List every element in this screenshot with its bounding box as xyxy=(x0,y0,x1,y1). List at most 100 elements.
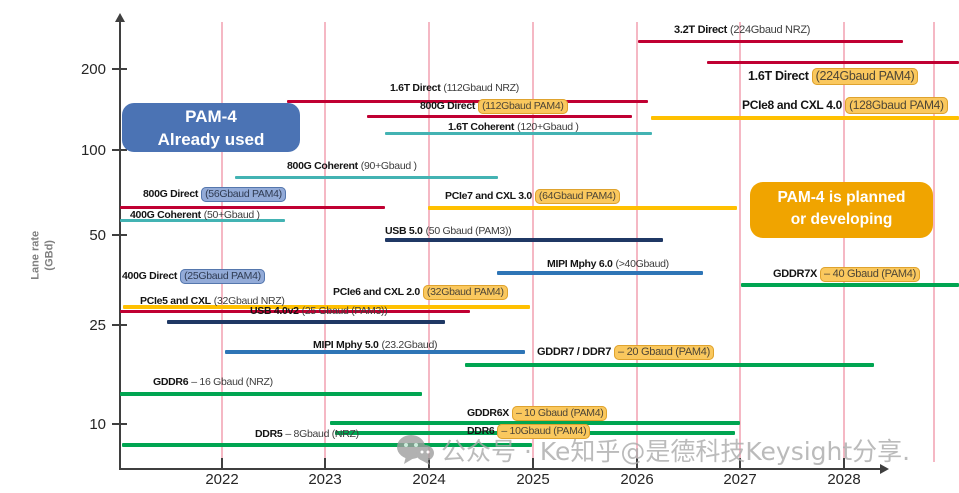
timeline-bar-gddr7_ddr7 xyxy=(465,363,874,367)
timeline-bar-ddr5 xyxy=(122,443,532,447)
bar-label-name: 800G Direct xyxy=(143,188,199,200)
annotation-pam4-planned: PAM-4 is planned or developing xyxy=(750,182,933,238)
bar-label-spec-highlighted: (112Gbaud PAM4) xyxy=(478,99,568,114)
y-tick-label: 50 xyxy=(89,227,106,244)
y-tick-label: 10 xyxy=(89,416,106,433)
bar-label-1_6t_coherent: 1.6T Coherent (120+Gbaud ) xyxy=(448,121,579,133)
bar-label-3_2t_direct_nrz: 3.2T Direct (224Gbaud NRZ) xyxy=(674,24,810,37)
bar-label-name: 400G Direct xyxy=(122,270,178,282)
y-axis-line xyxy=(119,22,121,469)
bar-label-1_6t_direct_nrz: 1.6T Direct (112Gbaud NRZ) xyxy=(390,82,519,94)
timeline-bar-mipi_mphy_6_0 xyxy=(497,271,703,275)
y-tick xyxy=(112,149,127,151)
timeline-bar-pcie7_cxl30 xyxy=(428,206,737,210)
bar-label-800g_direct_56: 800G Direct (56Gbaud PAM4) xyxy=(143,187,286,202)
timeline-bar-400g_direct_25 xyxy=(120,309,470,313)
x-tick xyxy=(532,458,534,469)
wechat-icon xyxy=(397,435,434,465)
bar-label-ddr6: DDR6– 10Gbaud (PAM4) xyxy=(467,424,591,439)
bar-label-800g_coherent: 800G Coherent (90+Gbaud ) xyxy=(287,160,417,172)
bar-label-spec: (90+Gbaud ) xyxy=(360,160,417,172)
timeline-bar-400g_coherent xyxy=(120,218,285,222)
bar-label-pcie8_cxl40: PCIe8 and CXL 4.0 (128Gbaud PAM4) xyxy=(742,97,948,114)
x-tick-label: 2023 xyxy=(308,471,342,488)
bar-label-name: GDDR6 xyxy=(153,376,189,388)
bar-label-spec: (>40Gbaud) xyxy=(615,258,670,270)
bar-label-name: 800G Coherent xyxy=(287,160,358,172)
timeline-bar-800g_direct_pam4 xyxy=(367,114,632,118)
y-tick-label: 25 xyxy=(89,317,106,334)
timeline-bar-1_6t_direct_pam4 xyxy=(707,60,959,64)
year-gridline xyxy=(324,22,326,462)
bar-label-name: 1.6T Direct xyxy=(390,82,441,94)
bar-label-name: GDDR6X xyxy=(467,407,509,419)
bar-label-mipi_mphy_5_0: MIPI Mphy 5.0 (23.2Gbaud) xyxy=(313,339,437,351)
bar-label-name: PCIe5 and CXL xyxy=(140,295,211,307)
x-tick-label: 2027 xyxy=(723,471,757,488)
year-gridline xyxy=(933,22,935,462)
bar-label-name: PCIe7 and CXL 3.0 xyxy=(445,190,532,202)
bar-label-name: PCIe8 and CXL 4.0 xyxy=(742,98,843,112)
bar-label-spec-highlighted: – 10 Gbaud (PAM4) xyxy=(511,406,608,421)
bar-label-name: PCIe6 and CXL 2.0 xyxy=(333,286,420,298)
x-tick-label: 2022 xyxy=(205,471,239,488)
x-tick-label: 2028 xyxy=(827,471,861,488)
bar-label-spec: (25 Gbaud (PAM3)) xyxy=(301,305,388,317)
watermark: 公众号 · Ke知乎@是德科技Keysight分享. xyxy=(396,432,910,468)
bar-label-spec: – 16 Gbaud (NRZ) xyxy=(191,376,273,388)
bar-label-name: 1.6T Coherent xyxy=(448,121,515,133)
bar-label-mipi_mphy_6_0: MIPI Mphy 6.0 (>40Gbaud) xyxy=(547,258,669,270)
annotation-line: PAM-4 xyxy=(185,107,237,126)
bar-label-spec: (112Gbaud NRZ) xyxy=(443,82,519,94)
year-gridline xyxy=(843,22,845,462)
timeline-bar-usb_4_0v2 xyxy=(167,320,445,324)
bar-label-ddr5: DDR5– 8Gbaud (NRZ) xyxy=(255,428,359,440)
bar-label-spec-highlighted: (32Gbaud PAM4) xyxy=(422,285,508,300)
annotation-line: or developing xyxy=(790,211,893,228)
year-gridline xyxy=(221,22,223,462)
bar-label-spec: (50 Gbaud (PAM3)) xyxy=(425,225,512,237)
timeline-bar-pcie8_cxl40 xyxy=(651,116,959,120)
watermark-text: 公众号 · Ke知乎@是德科技Keysight分享. xyxy=(441,437,911,466)
timeline-bar-mipi_mphy_5_0 xyxy=(225,350,525,354)
bar-label-spec-highlighted: (56Gbaud PAM4) xyxy=(201,187,286,202)
x-tick-label: 2025 xyxy=(516,471,550,488)
y-axis-arrow xyxy=(115,13,125,22)
annotation-line: PAM-4 is planned xyxy=(777,189,906,206)
bar-label-spec: (23.2Gbaud) xyxy=(381,339,438,351)
bar-label-400g_coherent: 400G Coherent (50+Gbaud ) xyxy=(130,209,260,221)
bar-label-name: DDR6 xyxy=(467,425,495,437)
x-axis-line xyxy=(119,468,881,470)
bar-label-name: GDDR7 / DDR7 xyxy=(537,346,612,358)
bar-label-spec-highlighted: (64Gbaud PAM4) xyxy=(534,189,620,204)
bar-label-spec-highlighted: (224Gbaud PAM4) xyxy=(811,68,919,85)
bar-label-name: USB 5.0 xyxy=(385,225,423,237)
timeline-bar-gddr6x xyxy=(330,421,740,425)
bar-label-name: USB 4.0v2 xyxy=(250,305,299,317)
x-tick-label: 2026 xyxy=(620,471,654,488)
x-tick xyxy=(636,458,638,469)
bar-label-gddr7_ddr7: GDDR7 / DDR7– 20 Gbaud (PAM4) xyxy=(537,345,714,360)
bar-label-name: MIPI Mphy 5.0 xyxy=(313,339,379,351)
year-gridline xyxy=(428,22,430,462)
bar-label-gddr7x: GDDR7X – 40 Gbaud (PAM4) xyxy=(773,267,920,282)
bar-label-spec: – 8Gbaud (NRZ) xyxy=(285,428,359,440)
bar-label-name: 800G Direct xyxy=(420,100,476,112)
annotation-line: Already used xyxy=(157,130,265,149)
bar-label-pcie5_cxl: PCIe5 and CXL (32Gbaud NRZ) xyxy=(140,295,285,307)
year-gridline xyxy=(739,22,741,462)
bar-label-pcie7_cxl30: PCIe7 and CXL 3.0 (64Gbaud PAM4) xyxy=(445,189,620,204)
x-tick-label: 2024 xyxy=(412,471,446,488)
bar-label-spec: (120+Gbaud ) xyxy=(517,121,579,133)
bar-label-spec: (32Gbaud NRZ) xyxy=(213,295,285,307)
timeline-bar-1_6t_direct_nrz xyxy=(287,99,648,103)
timeline-bar-usb_5_0 xyxy=(385,238,663,242)
timeline-bar-800g_direct_56 xyxy=(120,205,385,209)
bar-label-name: 1.6T Direct xyxy=(748,69,809,83)
x-tick xyxy=(843,458,845,469)
y-tick xyxy=(112,423,127,425)
timeline-bar-1_6t_coherent xyxy=(385,131,652,135)
bar-label-spec: (50+Gbaud ) xyxy=(203,209,260,221)
bar-label-name: GDDR7X xyxy=(773,268,818,280)
